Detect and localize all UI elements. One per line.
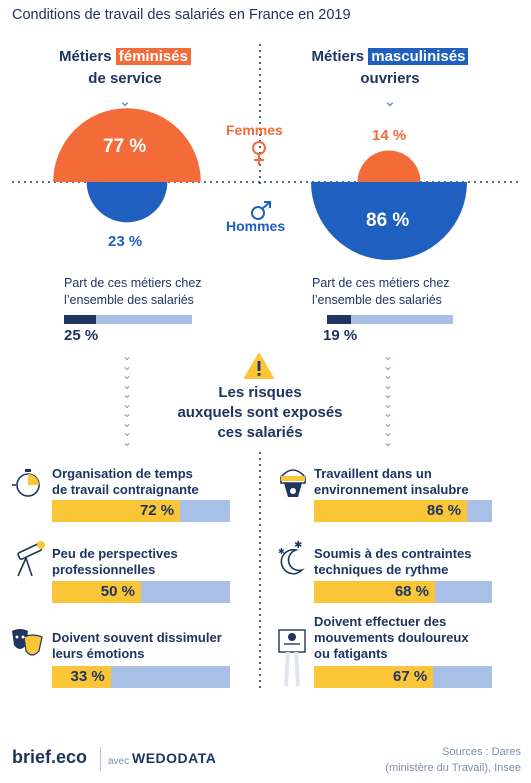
header-line2: de service [88, 70, 162, 87]
pie-slice-femmes-left [53, 108, 201, 182]
pie-charts [12, 108, 518, 260]
pie-slice-hommes-right [311, 182, 467, 260]
header-line2: ouvriers [360, 70, 420, 87]
sources: Sources : Dares (ministère du Travail), … [385, 744, 521, 776]
header-highlight: masculinisés [368, 48, 469, 65]
risk-label-line: Doivent effectuer des [314, 614, 447, 629]
risks-heading-line: auxquels sont exposés [177, 404, 343, 421]
risks-heading-line: Les risques [218, 384, 302, 401]
right-group-header: Métiers masculinisés ouvriers ⌄ [300, 46, 480, 112]
risk-label-line: Peu de perspectives [52, 546, 178, 561]
share-caption-right: Part de ces métiers chez l’ensemble des … [312, 275, 450, 309]
footer-avec: avec [108, 756, 130, 767]
share-value-right: 19 % [323, 327, 358, 344]
telescope-icon [17, 541, 45, 577]
chevron-down-icon: ⌄ [384, 93, 396, 109]
warning-icon [244, 353, 274, 379]
risk-label-line: techniques de rythme [314, 562, 449, 577]
share-bar-fill [64, 315, 96, 324]
worker-icon [278, 629, 306, 687]
footer-divider [100, 747, 101, 771]
share-bar-fill [327, 315, 351, 324]
risk-label-line: mouvements douloureux [314, 630, 469, 645]
share-value-left: 25 % [64, 327, 99, 344]
risk-bar-value: 72 % [139, 502, 175, 519]
risk-label-2: Peu de perspectives professionnelles [52, 546, 178, 578]
risk-label-line: Soumis à des contraintes [314, 546, 472, 561]
risk-bar-6: 67 % [314, 666, 492, 688]
risk-bar-fill: 50 % [52, 581, 141, 603]
risk-bar-5: 68 % [314, 581, 492, 603]
risk-label-1: Organisation de temps de travail contrai… [52, 466, 199, 498]
gas-mask-icon [280, 469, 306, 497]
caption-line: Part de ces métiers chez [312, 276, 450, 290]
risk-bar-fill: 72 % [52, 500, 181, 522]
risk-bar-4: 86 % [314, 500, 492, 522]
risk-label-5: Soumis à des contraintes techniques de r… [314, 546, 472, 578]
risk-bar-value: 86 % [426, 502, 462, 519]
sources-line: Sources : Dares [442, 746, 521, 758]
share-bar-right [327, 315, 453, 324]
risk-label-3: Doivent souvent dissimuler leurs émotion… [52, 630, 222, 662]
pie-slice-femmes-right [357, 150, 421, 182]
brand-logo: brief.eco [12, 747, 88, 767]
risks-heading: Les risques auxquels sont exposés ces sa… [175, 383, 345, 443]
risks-heading-line: ces salariés [217, 424, 303, 441]
risk-bar-fill: 67 % [314, 666, 434, 688]
risk-bar-value: 68 % [394, 583, 430, 600]
risk-bar-value: 50 % [100, 583, 135, 600]
risk-bar-1: 72 % [52, 500, 230, 522]
risk-label-6: Doivent effectuer des mouvements doulour… [314, 614, 469, 662]
pie-slice-hommes-left [86, 182, 168, 223]
risk-label-line: Travaillent dans un [314, 466, 432, 481]
pie-label-femmes-left: 77 % [103, 136, 147, 157]
risk-label-line: ou fatigants [314, 646, 388, 661]
svg-text:✱: ✱ [278, 547, 285, 556]
risk-bar-2: 50 % [52, 581, 230, 603]
risk-bar-value: 33 % [70, 668, 105, 685]
caption-line: l’ensemble des salariés [312, 293, 442, 307]
chevron-column-left: ⌄ ⌄ ⌄ ⌄ ⌄ ⌄ ⌄ ⌄ ⌄ ⌄ [121, 349, 133, 449]
share-bar-left [64, 315, 192, 324]
risk-label-line: environnement insalubre [314, 482, 469, 497]
pie-label-hommes-right: 86 % [366, 210, 410, 231]
risk-bar-fill: 68 % [314, 581, 436, 603]
legend-hommes: Hommes [226, 218, 286, 234]
masks-icon [12, 629, 43, 656]
risk-bar-3: 33 % [52, 666, 230, 688]
svg-text:✱: ✱ [294, 540, 302, 551]
risk-label-line: professionnelles [52, 562, 156, 577]
left-group-header: Métiers féminisés de service ⌄ [40, 46, 210, 112]
risk-label-line: leurs émotions [52, 646, 145, 661]
header-text: Métiers [59, 48, 116, 65]
pie-label-femmes-right: 14 % [372, 127, 407, 144]
divider-vertical-bottom [259, 452, 261, 692]
share-caption-left: Part de ces métiers chez l’ensemble des … [64, 275, 202, 309]
female-symbol-icon [252, 141, 266, 165]
risk-label-line: de travail contraignante [52, 482, 199, 497]
chevron-down-icon: ⌄ [119, 93, 131, 109]
risk-label-4: Travaillent dans un environnement insalu… [314, 466, 469, 498]
legend-femmes: Femmes [226, 122, 283, 138]
risk-bar-fill: 86 % [314, 500, 468, 522]
partner-logo: WEDODATA [132, 750, 217, 766]
header-text: Métiers [311, 48, 369, 65]
header-highlight: féminisés [115, 48, 191, 65]
risk-bar-fill: 33 % [52, 666, 111, 688]
risk-label-line: Organisation de temps [52, 466, 193, 481]
moon-stars-icon: ✱ ✱ [278, 540, 305, 575]
chevron-column-right: ⌄ ⌄ ⌄ ⌄ ⌄ ⌄ ⌄ ⌄ ⌄ ⌄ [382, 349, 394, 449]
risk-bar-value: 67 % [393, 668, 428, 685]
risk-label-line: Doivent souvent dissimuler [52, 630, 222, 645]
page-title: Conditions de travail des salariés en Fr… [12, 7, 351, 23]
stopwatch-icon [12, 469, 40, 497]
male-symbol-icon [251, 201, 271, 220]
sources-line: (ministère du Travail), Insee [385, 762, 521, 774]
caption-line: l’ensemble des salariés [64, 293, 194, 307]
caption-line: Part de ces métiers chez [64, 276, 202, 290]
pie-label-hommes-left: 23 % [108, 233, 143, 250]
